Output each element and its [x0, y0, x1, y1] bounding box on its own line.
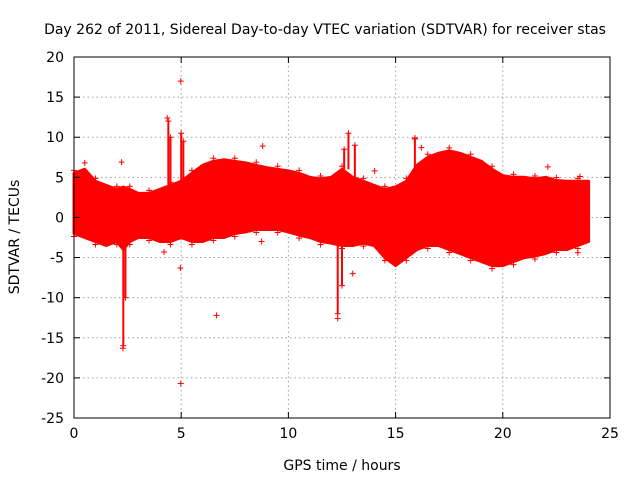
sdtvar-spike-marker: [167, 134, 174, 141]
band-edge-marker: [253, 229, 260, 236]
sdtvar-outlier-point: [81, 159, 88, 166]
band-edge-marker: [467, 151, 474, 158]
sdtvar-spike-marker: [351, 142, 358, 149]
sdtvar-outlier-point: [164, 114, 171, 121]
band-edge-marker: [113, 241, 120, 248]
sdtvar-spike-marker: [165, 118, 172, 125]
x-tick-label: 0: [70, 426, 79, 442]
sdtvar-outlier-point: [118, 159, 125, 166]
band-edge-marker: [92, 241, 99, 248]
x-tick-label: 15: [387, 426, 405, 442]
sdtvar-outlier-point: [258, 238, 265, 245]
x-tick-label: 20: [494, 426, 512, 442]
sdtvar-band: [72, 149, 591, 268]
band-edge-marker: [317, 241, 324, 248]
band-edge-marker: [92, 175, 99, 182]
plot-frame: [73, 56, 611, 419]
sdtvar-outlier-point: [177, 380, 184, 387]
band-edge-marker: [210, 155, 217, 162]
band-edge-marker: [360, 243, 367, 250]
band-edge-marker: [188, 241, 195, 248]
band-edge-marker: [126, 241, 133, 248]
band-edge-marker: [403, 175, 410, 182]
sdtvar-outlier-point: [574, 249, 581, 256]
band-edge-marker: [489, 265, 496, 272]
sdtvar-outlier-point: [213, 312, 220, 319]
band-edge-marker: [317, 172, 324, 179]
band-edge-marker: [274, 163, 281, 170]
band-edge-marker: [489, 163, 496, 170]
band-edge-marker: [381, 183, 388, 190]
band-edge-marker: [253, 159, 260, 166]
y-axis-label: SDTVAR / TECUs: [7, 180, 23, 295]
band-edge-marker: [531, 255, 538, 262]
sdtvar-spike-marker: [341, 146, 348, 153]
x-tick-label: 10: [279, 426, 297, 442]
sdtvar-outlier-point: [411, 135, 418, 142]
sdtvar-outlier-point: [544, 163, 551, 170]
x-tick-label: 5: [177, 426, 186, 442]
band-edge-marker: [231, 233, 238, 240]
sdtvar-spike-marker: [122, 294, 129, 301]
band-edge-marker: [424, 151, 431, 158]
y-tick-label: -25: [41, 411, 64, 427]
band-edge-marker: [146, 237, 153, 244]
band-edge-marker: [510, 261, 517, 268]
band-edge-marker: [113, 183, 120, 190]
sdtvar-outlier-point: [259, 143, 266, 150]
band-edge-marker: [210, 237, 217, 244]
band-edge-marker: [531, 172, 538, 179]
y-tick-label: -5: [50, 251, 64, 267]
chart-title: Day 262 of 2011, Sidereal Day-to-day VTE…: [44, 22, 606, 38]
band-edge-marker: [553, 249, 560, 256]
data-layer: [71, 78, 591, 387]
sdtvar-outlier-point: [334, 315, 341, 322]
band-edge-marker: [167, 241, 174, 248]
band-edge-marker: [126, 183, 133, 190]
band-edge-marker: [296, 167, 303, 174]
band-edge-marker: [403, 257, 410, 264]
band-edge-marker: [296, 235, 303, 242]
sdtvar-spike-marker: [345, 130, 352, 137]
y-tick-label: -15: [41, 331, 64, 347]
sdtvar-outlier-point: [177, 78, 184, 85]
y-tick-label: 20: [46, 50, 64, 66]
band-edge-marker: [424, 245, 431, 252]
y-tick-label: -20: [41, 371, 64, 387]
y-tick-label: -10: [41, 291, 64, 307]
band-edge-marker: [446, 144, 453, 151]
band-edge-marker: [146, 187, 153, 194]
y-tick-label: 5: [55, 170, 64, 186]
band-edge-marker: [381, 257, 388, 264]
sdtvar-outlier-point: [576, 173, 583, 180]
x-axis-label: GPS time / hours: [283, 458, 400, 474]
y-tick-label: 10: [46, 130, 64, 146]
sdtvar-outlier-point: [161, 248, 168, 255]
tick-labels: 0 5 10 15 20 25 -25 -20 -15 -10 -5 0 5 10 15 20: [41, 50, 619, 442]
band-edge-marker: [553, 174, 560, 181]
sdtvar-outlier-point: [418, 144, 425, 151]
sdtvar-outlier-point: [371, 167, 378, 174]
y-tick-label: 15: [46, 90, 64, 106]
band-edge-marker: [446, 249, 453, 256]
sdtvar-spike-marker: [178, 130, 185, 137]
axis-ticks: [73, 56, 611, 419]
sdtvar-outlier-point: [349, 270, 356, 277]
x-tick-label: 25: [601, 426, 619, 442]
y-tick-label: 0: [55, 210, 64, 226]
band-edge-marker: [510, 171, 517, 178]
sdtvar-outlier-point: [119, 345, 126, 352]
band-edge-marker: [467, 257, 474, 264]
sdtvar-spike-marker: [339, 282, 345, 289]
band-edge-marker: [274, 229, 281, 236]
sdtvar-outlier-point: [177, 264, 184, 271]
band-edge-marker: [231, 155, 238, 162]
band-edge-marker: [360, 175, 367, 182]
band-edge-marker: [188, 167, 195, 174]
sdtvar-spike-marker: [180, 138, 187, 145]
